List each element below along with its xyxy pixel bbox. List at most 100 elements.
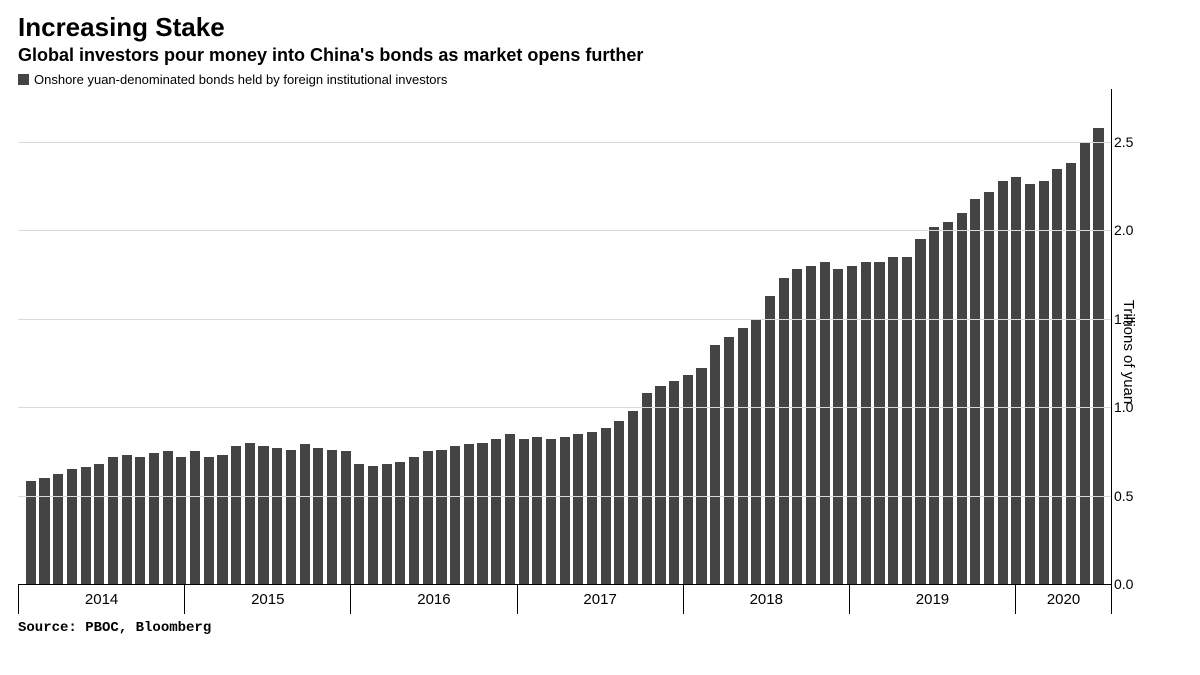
bar <box>669 381 679 584</box>
bar-slot <box>394 89 408 584</box>
x-year-section: 2015 <box>184 585 350 614</box>
bar-slot <box>147 89 161 584</box>
bar <box>313 448 323 584</box>
bar-slot <box>695 89 709 584</box>
bar-slot <box>243 89 257 584</box>
bar-slot <box>791 89 805 584</box>
bar-slot <box>489 89 503 584</box>
x-year-section: 2017 <box>517 585 683 614</box>
bar <box>519 439 529 584</box>
bar-slot <box>106 89 120 584</box>
bar-slot <box>92 89 106 584</box>
bar <box>204 457 214 584</box>
bar-slot <box>24 89 38 584</box>
bar-slot <box>558 89 572 584</box>
bar-slot <box>941 89 955 584</box>
legend: Onshore yuan-denominated bonds held by f… <box>18 72 1182 87</box>
y-tick-label: 2.0 <box>1114 222 1133 238</box>
bar <box>833 269 843 584</box>
bar <box>560 437 570 584</box>
bar <box>491 439 501 584</box>
x-year-section: 2019 <box>849 585 1015 614</box>
bar <box>450 446 460 584</box>
bar-slot <box>722 89 736 584</box>
bar <box>655 386 665 584</box>
bar <box>67 469 77 584</box>
bar-slot <box>462 89 476 584</box>
bar <box>1093 128 1103 584</box>
gridline <box>18 407 1111 408</box>
bar-slot <box>818 89 832 584</box>
x-year-section: 2020 <box>1015 585 1112 614</box>
bar-slot <box>832 89 846 584</box>
bar-slot <box>339 89 353 584</box>
bar <box>998 181 1008 584</box>
bar-slot <box>1064 89 1078 584</box>
bar <box>149 453 159 584</box>
bar <box>26 481 36 584</box>
bar-slot <box>1037 89 1051 584</box>
bar <box>970 199 980 584</box>
bar-slot <box>1051 89 1065 584</box>
bar-slot <box>134 89 148 584</box>
bar <box>368 466 378 584</box>
bar <box>765 296 775 584</box>
bar-slot <box>1023 89 1037 584</box>
bar <box>300 444 310 584</box>
bar <box>190 451 200 584</box>
bar-slot <box>804 89 818 584</box>
bar <box>779 278 789 584</box>
bar-slot <box>407 89 421 584</box>
bar <box>423 451 433 584</box>
bar <box>724 337 734 585</box>
bar <box>1080 142 1090 584</box>
bar <box>874 262 884 584</box>
bar-slot <box>968 89 982 584</box>
bar-slot <box>51 89 65 584</box>
bar <box>587 432 597 584</box>
bar-slot <box>640 89 654 584</box>
bar <box>409 457 419 584</box>
x-year-section: 2018 <box>683 585 849 614</box>
y-tick-label: 0.5 <box>1114 488 1133 504</box>
y-axis-label: Trillions of yuan <box>1119 299 1136 404</box>
gridline <box>18 496 1111 497</box>
bar <box>1066 163 1076 584</box>
bar <box>272 448 282 584</box>
bar-slot <box>749 89 763 584</box>
bar <box>1025 184 1035 584</box>
gridline <box>18 142 1111 143</box>
bar-slot <box>175 89 189 584</box>
bar-slot <box>873 89 887 584</box>
bar-slot <box>572 89 586 584</box>
bar <box>546 439 556 584</box>
bar <box>108 457 118 584</box>
bar-slot <box>626 89 640 584</box>
bar <box>135 457 145 584</box>
legend-swatch <box>18 74 29 85</box>
bar-slot <box>216 89 230 584</box>
bar-slot <box>681 89 695 584</box>
bar <box>751 319 761 584</box>
bar-slot <box>270 89 284 584</box>
bar-slot <box>886 89 900 584</box>
bar-slot <box>1010 89 1024 584</box>
chart-area: 0.00.51.01.52.02.5 Trillions of yuan 201… <box>18 89 1182 614</box>
bar-slot <box>257 89 271 584</box>
gridline <box>18 230 1111 231</box>
x-year-section: 2014 <box>18 585 184 614</box>
bar-slot <box>859 89 873 584</box>
bar-slot <box>325 89 339 584</box>
bar-slot <box>202 89 216 584</box>
bar-slot <box>65 89 79 584</box>
bar <box>436 450 446 584</box>
bar <box>163 451 173 584</box>
bar-slot <box>380 89 394 584</box>
bar-slot <box>38 89 52 584</box>
bar <box>806 266 816 584</box>
y-tick-label: 0.0 <box>1114 576 1133 592</box>
chart-subtitle: Global investors pour money into China's… <box>18 45 1182 66</box>
bar <box>341 451 351 584</box>
bar-slot <box>353 89 367 584</box>
bar-slot <box>366 89 380 584</box>
